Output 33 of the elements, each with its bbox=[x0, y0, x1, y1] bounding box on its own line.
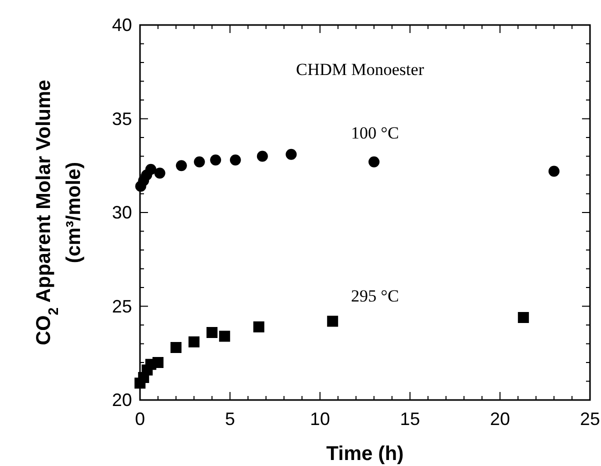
y-tick-label: 40 bbox=[112, 15, 132, 35]
point bbox=[210, 154, 222, 166]
point bbox=[286, 148, 297, 160]
point bbox=[145, 164, 156, 175]
point bbox=[230, 154, 241, 166]
y-tick-label: 35 bbox=[112, 108, 132, 129]
point bbox=[154, 168, 166, 179]
x-tick-label: 15 bbox=[400, 409, 420, 429]
series-label: 295 °C bbox=[351, 286, 399, 306]
series-label: 100 °C bbox=[351, 123, 399, 142]
point bbox=[188, 336, 200, 348]
point bbox=[518, 312, 529, 323]
x-tick-label: 25 bbox=[580, 409, 600, 429]
y-tick-label: 25 bbox=[112, 296, 132, 316]
point bbox=[327, 316, 338, 327]
x-tick-label: 10 bbox=[310, 409, 330, 429]
point bbox=[152, 357, 164, 368]
point bbox=[206, 327, 218, 338]
x-tick-label: 20 bbox=[490, 409, 510, 429]
point bbox=[170, 342, 182, 353]
y-tick-label: 30 bbox=[112, 202, 132, 222]
point bbox=[194, 156, 205, 168]
x-tick-label: 0 bbox=[134, 409, 146, 429]
point bbox=[256, 150, 268, 162]
point bbox=[219, 330, 230, 342]
y-tick-label: 20 bbox=[112, 390, 132, 410]
annotation: CHDM Monoester bbox=[296, 60, 424, 79]
point bbox=[368, 156, 380, 168]
point bbox=[548, 166, 560, 177]
x-tick-label: 5 bbox=[224, 409, 236, 429]
point bbox=[176, 160, 187, 172]
x-axis-title: Time (h) bbox=[326, 443, 404, 465]
point bbox=[253, 321, 264, 332]
